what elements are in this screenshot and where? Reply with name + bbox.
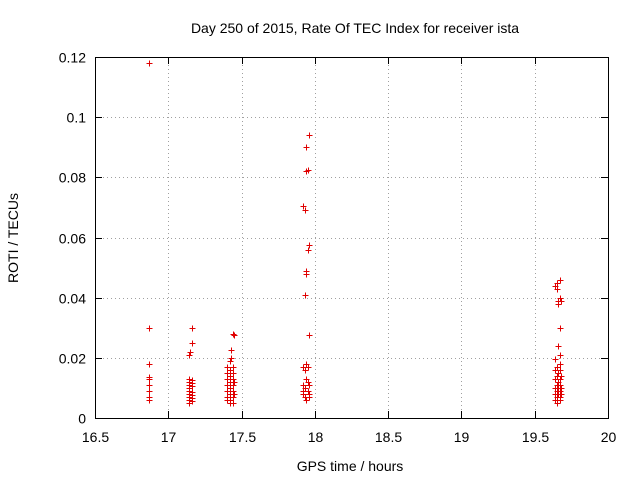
y-axis-ticks: 0 0.02 0.04 0.06 0.08 0.1 0.12: [59, 50, 608, 427]
data-point-plus: [305, 167, 312, 174]
data-point-plus: [558, 373, 565, 380]
data-point-plus: [303, 397, 310, 404]
data-point-plus: [305, 247, 312, 254]
data-point-plus: [224, 376, 231, 383]
data-point-plus: [558, 385, 565, 392]
data-point-plus: [189, 398, 196, 405]
data-point-plus: [146, 388, 153, 395]
data-point-plus: [231, 332, 238, 339]
x-tick-label: 19.5: [522, 429, 549, 445]
data-point-plus: [224, 382, 231, 389]
x-tick-label: 18.5: [375, 429, 402, 445]
data-point-plus: [555, 343, 562, 350]
data-point-plus: [227, 373, 234, 380]
data-point-plus: [557, 382, 564, 389]
x-tick-label: 17.5: [229, 429, 256, 445]
data-point-plus: [557, 388, 564, 395]
x-tick-label: 19: [454, 429, 470, 445]
data-point-plus: [230, 382, 237, 389]
data-point-plus: [230, 370, 237, 377]
data-point-plus: [302, 207, 309, 214]
data-point-plus: [557, 295, 564, 302]
x-axis-label: GPS time / hours: [297, 458, 404, 474]
data-point-plus: [552, 356, 559, 363]
data-point-plus: [555, 301, 562, 308]
data-point-plus: [227, 367, 234, 374]
data-point-plus: [189, 325, 196, 332]
data-point-plus: [303, 144, 310, 151]
data-point-plus: [305, 379, 312, 386]
y-tick-label: 0.12: [59, 50, 86, 66]
data-point-plus: [554, 400, 561, 407]
data-point-plus: [231, 391, 238, 398]
x-tick-label: 16.5: [82, 429, 109, 445]
data-points: [146, 60, 565, 407]
y-tick-label: 0.02: [59, 351, 86, 367]
data-point-plus: [306, 242, 313, 249]
data-point-plus: [228, 347, 235, 354]
data-point-plus: [557, 277, 564, 284]
data-point-plus: [305, 364, 312, 371]
grid-layer: [95, 57, 608, 418]
data-point-plus: [146, 397, 153, 404]
data-point-plus: [300, 203, 307, 210]
data-point-plus: [306, 394, 313, 401]
y-axis-label: ROTI / TECUs: [5, 193, 21, 283]
data-point-plus: [554, 286, 561, 293]
data-point-plus: [303, 271, 310, 278]
data-point-plus: [558, 298, 565, 305]
data-point-plus: [189, 340, 196, 347]
data-point-plus: [227, 385, 234, 392]
data-point-plus: [302, 367, 309, 374]
y-tick-label: 0.08: [59, 170, 86, 186]
data-point-plus: [227, 358, 234, 365]
data-point-plus: [231, 379, 238, 386]
x-tick-label: 17: [161, 429, 177, 445]
plot-frame: [95, 57, 609, 419]
data-point-plus: [306, 132, 313, 139]
data-point-plus: [146, 361, 153, 368]
data-point-plus: [302, 385, 309, 392]
x-tick-label: 20: [601, 429, 617, 445]
data-point-plus: [224, 388, 231, 395]
data-point-plus: [302, 292, 309, 299]
x-axis-ticks: 16.5 17 17.5 18 18.5 19 19.5 20: [82, 57, 617, 445]
data-point-plus: [224, 370, 231, 377]
data-point-plus: [224, 364, 231, 371]
data-point-plus: [557, 352, 564, 359]
data-point-plus: [146, 376, 153, 383]
data-point-plus: [558, 391, 565, 398]
data-point-plus: [554, 364, 561, 371]
data-point-plus: [557, 397, 564, 404]
data-point-plus: [230, 376, 237, 383]
y-tick-label: 0.06: [59, 231, 86, 247]
data-point-plus: [230, 364, 237, 371]
x-tick-label: 18: [308, 429, 324, 445]
data-point-plus: [306, 382, 313, 389]
data-point-plus: [557, 325, 564, 332]
data-point-plus: [230, 388, 237, 395]
data-point-plus: [305, 388, 312, 395]
data-point-plus: [230, 331, 237, 338]
y-tick-label: 0: [78, 411, 86, 427]
data-point-plus: [146, 382, 153, 389]
data-point-plus: [306, 332, 313, 339]
data-point-plus: [146, 60, 153, 67]
y-tick-label: 0.1: [67, 110, 87, 126]
data-point-plus: [186, 352, 193, 359]
data-point-plus: [230, 394, 237, 401]
data-point-plus: [557, 367, 564, 374]
data-point-plus: [228, 355, 235, 362]
data-point-plus: [230, 400, 237, 407]
data-point-plus: [557, 361, 564, 368]
y-tick-label: 0.04: [59, 291, 86, 307]
data-point-plus: [146, 325, 153, 332]
data-point-plus: [187, 349, 194, 356]
data-point-plus: [557, 376, 564, 383]
chart-title: Day 250 of 2015, Rate Of TEC Index for r…: [191, 20, 519, 36]
data-point-plus: [554, 280, 561, 287]
data-point-plus: [189, 383, 196, 390]
